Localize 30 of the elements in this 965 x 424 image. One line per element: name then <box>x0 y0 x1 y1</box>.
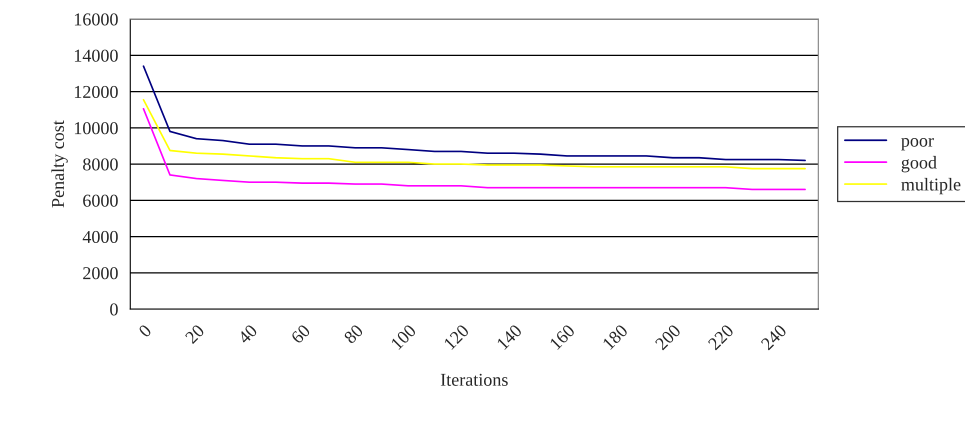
legend-label: poor <box>901 138 934 150</box>
y-axis-title: Penalty cost <box>51 120 68 208</box>
line-series <box>142 98 806 170</box>
y-tick-label: 4000 <box>82 230 118 244</box>
y-tick-label: 14000 <box>74 50 118 62</box>
y-tick-label: 16000 <box>74 13 118 26</box>
x-tick-label: 240 <box>760 324 788 351</box>
x-tick-label: 140 <box>496 324 522 350</box>
x-tick-label: 80 <box>343 324 364 344</box>
line-series <box>142 65 806 162</box>
y-tick-label: 10000 <box>74 122 118 134</box>
legend-label: good <box>902 156 937 172</box>
y-tick-label: 8000 <box>83 158 118 171</box>
x-tick-label: 0 <box>138 324 152 338</box>
x-tick-label: 40 <box>237 324 258 344</box>
y-tick-label: 6000 <box>83 194 118 207</box>
x-tick-label: 220 <box>707 324 734 351</box>
y-tick-label: 12000 <box>74 86 118 98</box>
x-tick-label: 160 <box>549 324 576 350</box>
x-tick-label: 120 <box>443 324 470 350</box>
x-axis-title: Iterations <box>440 374 508 386</box>
x-tick-label: 60 <box>290 324 311 344</box>
x-tick-label: 100 <box>390 324 417 350</box>
line-series <box>142 108 806 190</box>
y-tick-label: 2000 <box>83 267 118 280</box>
x-tick-label: 200 <box>654 324 682 351</box>
x-tick-label: 20 <box>184 324 205 344</box>
legend-label: multiple <box>901 178 960 194</box>
x-tick-label: 180 <box>602 324 628 350</box>
y-tick-label: 0 <box>110 303 118 316</box>
